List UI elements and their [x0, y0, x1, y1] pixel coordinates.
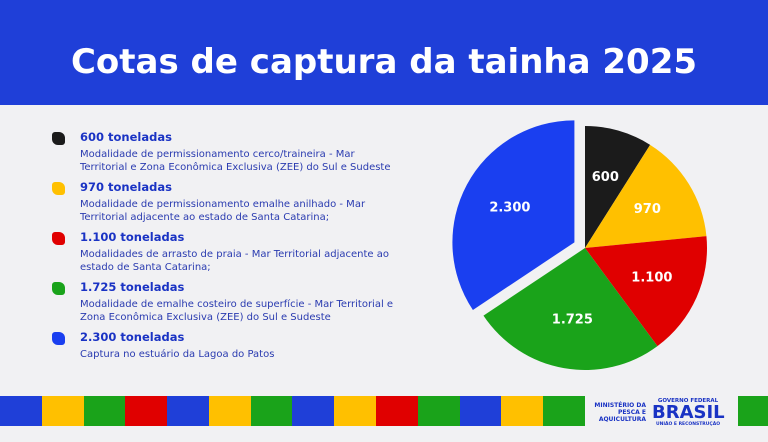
pie-slice: [585, 126, 651, 248]
legend-label: 600 toneladas: [80, 130, 172, 144]
legend-label: 970 toneladas: [80, 180, 172, 194]
value-label: 970: [634, 202, 661, 217]
pie-slice: [585, 236, 707, 347]
pie-slice: [585, 144, 707, 248]
ministry-logo: MINISTÉRIO DA PESCA E AQUICULTURA: [594, 402, 646, 423]
decor-strip: [738, 396, 768, 426]
legend-swatch: [52, 332, 65, 345]
legend-description: Modalidades de arrasto de praia - Mar Te…: [80, 249, 390, 273]
pie-slice: [483, 248, 658, 370]
legend-swatch: [52, 232, 65, 245]
legend-item: 600 toneladas Modalidade de permissioname…: [52, 130, 397, 174]
value-label: 2.300: [489, 200, 530, 215]
pie-slice: [452, 120, 575, 310]
decor-strip: [0, 396, 585, 426]
legend-description: Modalidade de permissionamento cerco/tra…: [80, 149, 391, 173]
value-label: 600: [592, 170, 619, 185]
value-label: 1.100: [631, 270, 672, 285]
legend-description: Modalidade de emalhe costeiro de superfí…: [80, 299, 394, 323]
government-logo: GOVERNO FEDERAL BRASIL UNIÃO E RECONSTRU…: [652, 398, 725, 427]
header-band: [0, 0, 768, 105]
legend-swatch: [52, 182, 65, 195]
motto: UNIÃO E RECONSTRUÇÃO: [655, 422, 721, 427]
government-label: GOVERNO FEDERAL: [657, 398, 719, 404]
chart-title: Cotas de captura da tainha 2025: [70, 42, 698, 82]
legend-description: Modalidade de permissionamento emalhe an…: [80, 199, 366, 223]
value-label: 1.725: [552, 313, 593, 328]
legend-item: 970 toneladas Modalidade de permissioname…: [52, 180, 397, 224]
legend-swatch: [52, 132, 65, 145]
legend-description: Captura no estuário da Lagoa do Patos: [80, 349, 275, 360]
legend-label: 2.300 toneladas: [80, 330, 185, 344]
legend-label: 1.725 toneladas: [80, 280, 185, 294]
legend-label: 1.100 toneladas: [80, 230, 185, 244]
brand: BRASIL: [652, 402, 725, 423]
legend-item: 1.725 toneladas Modalidade de emalhe cost…: [52, 280, 397, 324]
legend-item: 1.100 toneladas Modalidades de arrasto de…: [52, 230, 397, 274]
legend-swatch: [52, 282, 65, 295]
legend-item: 2.300 toneladas Captura no estuário da La…: [52, 330, 397, 361]
